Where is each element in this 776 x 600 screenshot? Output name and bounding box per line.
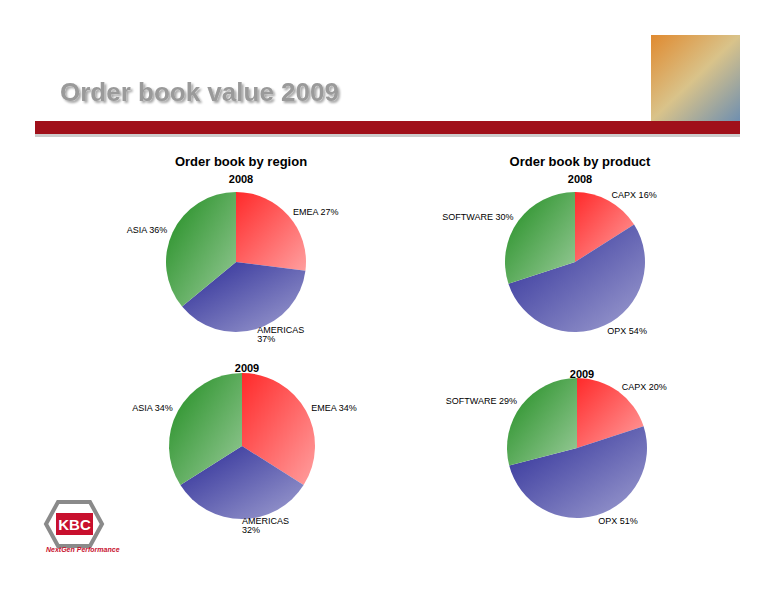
svg-text:2009: 2009 (235, 362, 259, 374)
svg-text:37%: 37% (257, 334, 275, 344)
svg-text:KBC: KBC (58, 516, 91, 533)
svg-text:CAPX 16%: CAPX 16% (612, 190, 657, 200)
svg-text:EMEA 27%: EMEA 27% (293, 207, 339, 217)
svg-text:32%: 32% (242, 525, 260, 535)
svg-text:OPX 54%: OPX 54% (607, 326, 647, 336)
svg-text:Order book by product: Order book by product (510, 154, 652, 169)
svg-text:2008: 2008 (229, 173, 253, 185)
svg-text:SOFTWARE 30%: SOFTWARE 30% (442, 212, 513, 222)
svg-text:Order book value 2009: Order book value 2009 (60, 77, 339, 107)
svg-text:NextGen Performance: NextGen Performance (46, 546, 120, 553)
svg-text:ASIA 34%: ASIA 34% (132, 403, 173, 413)
svg-text:AMERICAS: AMERICAS (257, 325, 305, 336)
svg-text:2009: 2009 (570, 368, 594, 380)
svg-text:SOFTWARE 29%: SOFTWARE 29% (446, 396, 517, 406)
svg-text:Order book by region: Order book by region (175, 154, 307, 169)
svg-text:EMEA 34%: EMEA 34% (311, 403, 357, 413)
svg-text:AMERICAS: AMERICAS (242, 515, 289, 526)
svg-text:CAPX 20%: CAPX 20% (622, 382, 667, 392)
svg-text:OPX 51%: OPX 51% (598, 516, 638, 526)
svg-text:ASIA 36%: ASIA 36% (127, 225, 168, 235)
svg-text:2008: 2008 (568, 173, 592, 185)
